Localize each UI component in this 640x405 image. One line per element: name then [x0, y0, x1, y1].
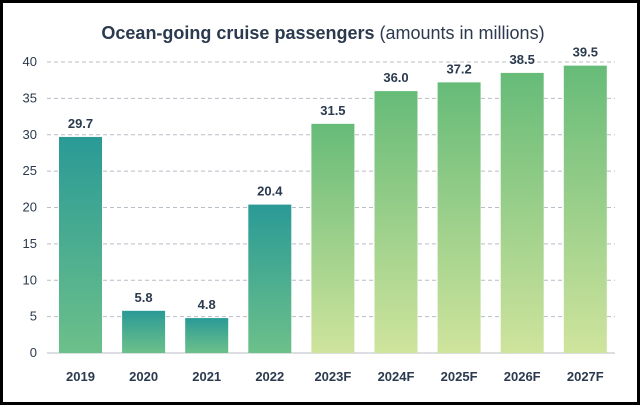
data-label-2020: 5.8 — [135, 290, 153, 305]
y-tick-label: 15 — [23, 236, 37, 251]
y-tick-label: 40 — [23, 54, 37, 69]
x-axis-ticks: 2019 2020 2021 2022 2023F 2024F 2025F 2026F 2027… — [66, 369, 604, 384]
chart-title: Ocean-going cruise passengers — [101, 23, 375, 43]
bar-2021 — [185, 318, 229, 353]
bar-2022 — [248, 204, 292, 353]
data-labels: 29.7 5.8 4.8 20.4 31.5 36.0 37.2 38.5 39.5 — [68, 45, 598, 312]
x-tick-label-2019: 2019 — [66, 369, 95, 384]
x-tick-label-2026F: 2026F — [504, 369, 541, 384]
bar-chart: 0 5 10 15 20 25 30 35 40 29.7 5.8 4.8 20.4 31.5 36.0 3… — [23, 45, 615, 384]
y-tick-label: 10 — [23, 272, 37, 287]
data-label-2023F: 31.5 — [320, 103, 345, 118]
y-tick-label: 35 — [23, 90, 37, 105]
y-tick-label: 20 — [23, 200, 37, 215]
x-tick-label-2022: 2022 — [255, 369, 284, 384]
bar-2023F — [311, 123, 355, 354]
bars — [59, 65, 607, 354]
data-label-2026F: 38.5 — [510, 52, 535, 67]
x-tick-label-2025F: 2025F — [441, 369, 478, 384]
y-tick-label: 30 — [23, 127, 37, 142]
y-axis-ticks: 0 5 10 15 20 25 30 35 40 — [23, 54, 37, 360]
y-tick-label: 0 — [30, 345, 37, 360]
data-label-2024F: 36.0 — [383, 70, 408, 85]
bar-2025F — [437, 82, 481, 354]
data-label-2021: 4.8 — [198, 297, 216, 312]
bar-2020 — [122, 310, 166, 353]
data-label-2025F: 37.2 — [446, 61, 471, 76]
x-tick-label-2027F: 2027F — [567, 369, 604, 384]
x-tick-label-2023F: 2023F — [314, 369, 351, 384]
data-label-2027F: 39.5 — [573, 45, 598, 60]
data-label-2022: 20.4 — [257, 184, 283, 199]
chart-subtitle: (amounts in millions) — [379, 23, 545, 43]
y-tick-label: 5 — [30, 309, 37, 324]
y-tick-label: 25 — [23, 163, 37, 178]
data-label-2019: 29.7 — [68, 116, 93, 131]
bar-2019 — [59, 136, 102, 353]
x-tick-label-2024F: 2024F — [378, 369, 415, 384]
x-tick-label-2021: 2021 — [192, 369, 221, 384]
bar-2024F — [374, 91, 418, 353]
bar-2027F — [563, 65, 607, 353]
bar-2026F — [500, 72, 544, 353]
x-tick-label-2020: 2020 — [129, 369, 158, 384]
chart-title-row: Ocean-going cruise passengers (amounts i… — [3, 23, 640, 44]
